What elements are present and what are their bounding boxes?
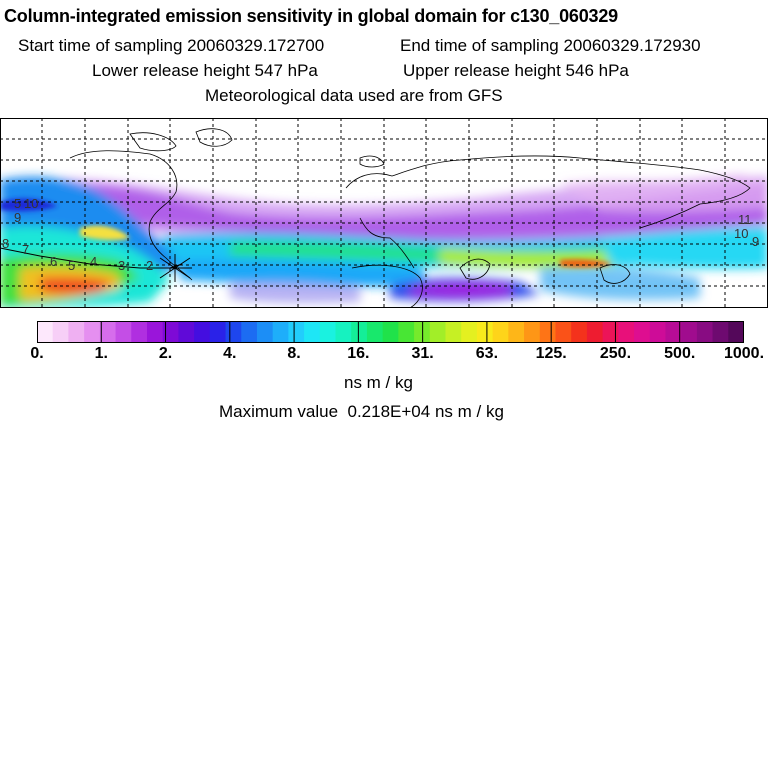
colorbar-cells bbox=[37, 321, 744, 343]
plot-title: Column-integrated emission sensitivity i… bbox=[4, 6, 618, 26]
colorbar-unit: ns m / kg bbox=[344, 373, 413, 392]
track-label: 5 bbox=[14, 196, 21, 211]
colorbar-cell bbox=[429, 321, 447, 343]
colorbar-tick-label: 8. bbox=[287, 345, 301, 362]
track-label: 10 bbox=[734, 226, 748, 241]
colorbar-cell bbox=[194, 321, 211, 343]
colorbar-cell bbox=[131, 321, 148, 343]
coastlines bbox=[69, 128, 751, 308]
colorbar-tick-label: 31. bbox=[411, 345, 434, 362]
maximum-value-line: Maximum value 0.218E+04 ns m / kg bbox=[219, 402, 504, 422]
colorbar-cell bbox=[256, 321, 274, 343]
flight-track bbox=[0, 247, 192, 282]
colorbar-tick-labels: 0. 1. 2. 4. 8. 16. 31. 63. 125. 250. 500. 1000. bbox=[0, 345, 768, 367]
colorbar-tick-label: 250. bbox=[599, 345, 632, 362]
track-label: 11 bbox=[738, 212, 752, 227]
meteorological-data-note: Meteorological data used are from GFS bbox=[205, 86, 503, 105]
colorbar-cell bbox=[602, 321, 619, 343]
colorbar-cell bbox=[115, 321, 132, 343]
colorbar-cell bbox=[272, 321, 289, 343]
colorbar-cell bbox=[209, 321, 227, 343]
colorbar-cell bbox=[351, 321, 368, 343]
colorbar-tick-label: 1000. bbox=[723, 345, 765, 362]
track-label: 7 bbox=[22, 242, 29, 257]
colorbar-cell bbox=[37, 321, 54, 343]
sampling-start-time: Start time of sampling 20060329.172700 bbox=[18, 36, 325, 55]
colorbar bbox=[37, 321, 744, 343]
colorbar-cell bbox=[52, 321, 70, 343]
colorbar-cell bbox=[524, 321, 541, 343]
colorbar-cell bbox=[571, 321, 588, 343]
colorbar-cell bbox=[84, 321, 101, 343]
track-label: 10 bbox=[24, 196, 38, 211]
colorbar-cell bbox=[178, 321, 195, 343]
track-label: 5 bbox=[68, 258, 75, 273]
colorbar-cell bbox=[68, 321, 85, 343]
colorbar-tick-label: 500. bbox=[664, 345, 696, 362]
colorbar-cell bbox=[445, 321, 462, 343]
max-unit: ns m / kg bbox=[434, 402, 504, 421]
lat-lon-grid bbox=[0, 118, 768, 308]
lower-release-height: Lower release height 547 hPa bbox=[92, 61, 318, 80]
colorbar-cell bbox=[728, 321, 744, 343]
track-label: 3 bbox=[118, 258, 125, 273]
colorbar-cell bbox=[241, 321, 258, 343]
colorbar-frame bbox=[37, 321, 744, 343]
colorbar-cell bbox=[634, 321, 651, 343]
colorbar-cell bbox=[225, 321, 242, 343]
track-label: 9 bbox=[14, 210, 21, 225]
track-label: 2 bbox=[146, 258, 153, 273]
track-label: 9 bbox=[752, 234, 759, 249]
track-label: 6 bbox=[50, 254, 57, 269]
colorbar-cell bbox=[649, 321, 667, 343]
colorbar-cell bbox=[366, 321, 384, 343]
colorbar-cell bbox=[335, 321, 352, 343]
colorbar-cell bbox=[492, 321, 509, 343]
colorbar-cell bbox=[696, 321, 714, 343]
colorbar-cell bbox=[319, 321, 337, 343]
max-label: Maximum value bbox=[219, 402, 339, 421]
sampling-end-time: End time of sampling 20060329.172930 bbox=[400, 36, 701, 55]
colorbar-cell bbox=[162, 321, 179, 343]
colorbar-cell bbox=[539, 321, 557, 343]
colorbar-cell bbox=[146, 321, 164, 343]
colorbar-cell bbox=[681, 321, 698, 343]
track-label: 8 bbox=[2, 236, 9, 251]
upper-release-height: Upper release height 546 hPa bbox=[403, 61, 629, 80]
colorbar-tick-label: 4. bbox=[223, 345, 237, 362]
colorbar-cell bbox=[461, 321, 478, 343]
colorbar-cell bbox=[382, 321, 399, 343]
colorbar-tick-label: 63. bbox=[475, 345, 499, 362]
colorbar-cell bbox=[712, 321, 729, 343]
colorbar-cell bbox=[99, 321, 117, 343]
colorbar-cell bbox=[304, 321, 321, 343]
colorbar-tick-label: 16. bbox=[347, 345, 370, 362]
colorbar-tick-label: 1. bbox=[94, 345, 108, 362]
colorbar-cell bbox=[398, 321, 415, 343]
track-label: 4 bbox=[90, 254, 97, 269]
colorbar-cell bbox=[665, 321, 682, 343]
colorbar-cell bbox=[288, 321, 305, 343]
max-value: 0.218E+04 bbox=[347, 402, 431, 421]
colorbar-cell bbox=[555, 321, 572, 343]
colorbar-cell bbox=[586, 321, 604, 343]
colorbar-dividers bbox=[100, 321, 681, 343]
colorbar-tick-label: 2. bbox=[158, 345, 173, 362]
colorbar-cell bbox=[508, 321, 525, 343]
colorbar-tick-label: 0. bbox=[30, 345, 44, 362]
colorbar-cell bbox=[476, 321, 494, 343]
colorbar-tick-label: 125. bbox=[535, 345, 567, 362]
sensitivity-field bbox=[0, 174, 768, 308]
colorbar-cell bbox=[618, 321, 635, 343]
